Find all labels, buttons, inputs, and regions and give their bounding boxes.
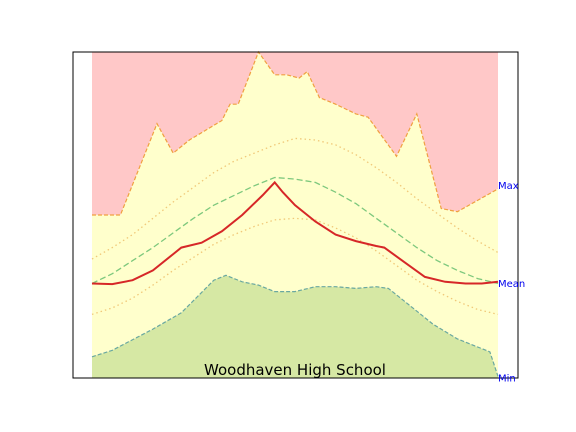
side-label-mean: Mean	[498, 279, 525, 290]
series-line-dashed-1	[91, 176, 499, 285]
min-line	[91, 274, 499, 377]
series-lines	[91, 50, 499, 377]
plot-frame	[72, 51, 519, 379]
side-label-max: Max	[498, 181, 519, 192]
max-line	[92, 50, 499, 216]
series-line-dotted-2	[91, 137, 499, 260]
series-line-solid-0	[91, 180, 499, 286]
side-labels: Max Mean Min	[498, 181, 525, 384]
area-above-max	[92, 52, 498, 215]
chart-title: Woodhaven High School	[204, 361, 386, 379]
area-between-min-max	[92, 52, 498, 377]
side-label-min: Min	[498, 374, 516, 385]
